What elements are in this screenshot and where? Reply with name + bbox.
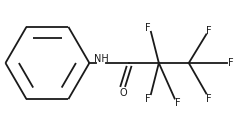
Text: O: O: [120, 88, 127, 98]
Text: F: F: [206, 26, 212, 36]
Text: F: F: [175, 99, 181, 108]
Text: F: F: [145, 23, 151, 33]
Text: F: F: [228, 58, 234, 68]
Text: NH: NH: [94, 54, 109, 64]
Text: F: F: [145, 93, 151, 104]
Text: F: F: [206, 93, 212, 104]
